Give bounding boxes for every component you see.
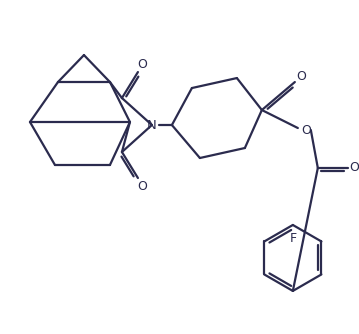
Text: O: O (301, 124, 311, 137)
Text: O: O (137, 57, 147, 70)
Text: N: N (147, 119, 157, 132)
Text: O: O (349, 162, 359, 174)
Text: F: F (289, 232, 297, 245)
Text: O: O (137, 180, 147, 193)
Text: O: O (296, 69, 306, 82)
